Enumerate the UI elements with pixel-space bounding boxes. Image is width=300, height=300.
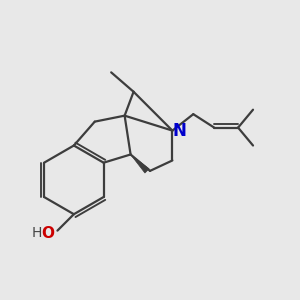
Polygon shape [130,154,149,173]
Text: O: O [41,226,54,241]
Text: N: N [172,122,186,140]
Text: H: H [32,226,42,240]
